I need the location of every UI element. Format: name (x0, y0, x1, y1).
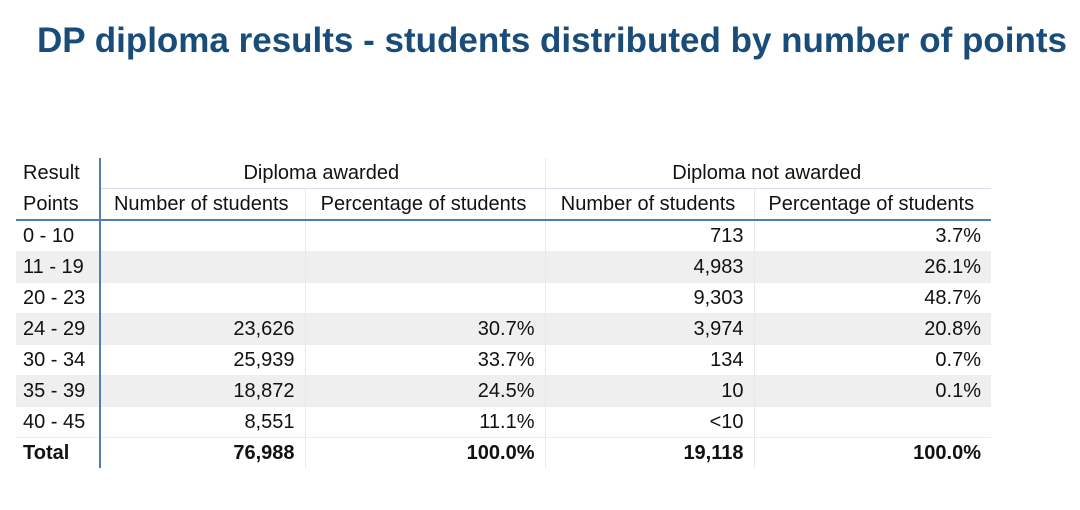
table-cell: 24.5% (304, 375, 546, 407)
table-cell: 4,983 (544, 251, 755, 283)
table-cell (100, 251, 305, 283)
table-cell: 10 (544, 375, 755, 407)
points-cell: 11 - 19 (16, 251, 101, 283)
table-cell: 48.7% (753, 282, 992, 314)
table-row: 40 - 45 8,551 11.1% <10 (16, 406, 992, 438)
table-row: 11 - 19 4,983 26.1% (16, 251, 992, 283)
results-table: Result Diploma awarded Diploma not award… (16, 158, 992, 468)
total-cell: 100.0% (304, 437, 546, 468)
table-row: 20 - 23 9,303 48.7% (16, 282, 992, 314)
table-cell: 18,872 (100, 375, 305, 407)
points-cell: 35 - 39 (16, 375, 101, 407)
points-cell: 40 - 45 (16, 406, 101, 438)
group-header-awarded: Diploma awarded (100, 158, 546, 189)
group-header-not-awarded: Diploma not awarded (544, 158, 992, 189)
table-cell: 9,303 (544, 282, 755, 314)
points-cell: 20 - 23 (16, 282, 101, 314)
table-cell: 26.1% (753, 251, 992, 283)
table-row: 35 - 39 18,872 24.5% 10 0.1% (16, 375, 992, 407)
column-header: Percentage of students (753, 188, 992, 220)
table-cell: 25,939 (100, 344, 305, 376)
table-row: 24 - 29 23,626 30.7% 3,974 20.8% (16, 313, 992, 345)
table-cell: 713 (544, 220, 755, 252)
table-cell (100, 282, 305, 314)
column-header-row: Points Number of students Percentage of … (16, 188, 992, 220)
table-cell: 20.8% (753, 313, 992, 345)
table-cell (753, 406, 992, 438)
table-cell (100, 220, 305, 252)
total-cell: 19,118 (544, 437, 755, 468)
table-cell (304, 251, 546, 283)
corner-result-label: Result (16, 158, 101, 189)
total-cell: 100.0% (753, 437, 992, 468)
table-cell (304, 282, 546, 314)
table-row: 30 - 34 25,939 33.7% 134 0.7% (16, 344, 992, 376)
table-cell: 3,974 (544, 313, 755, 345)
table-cell: 11.1% (304, 406, 546, 438)
table-cell: 30.7% (304, 313, 546, 345)
table-cell: 23,626 (100, 313, 305, 345)
corner-points-label: Points (16, 188, 101, 220)
table-cell: 33.7% (304, 344, 546, 376)
table-cell: 8,551 (100, 406, 305, 438)
column-header: Number of students (113, 193, 289, 215)
table-cell: 0.1% (753, 375, 992, 407)
table-cell: 3.7% (753, 220, 992, 252)
points-cell: 0 - 10 (16, 220, 101, 252)
total-cell: 76,988 (100, 437, 305, 468)
points-cell: 24 - 29 (16, 313, 101, 345)
table-cell (304, 220, 546, 252)
column-header: Percentage of students (304, 188, 546, 220)
column-header: Number of students (544, 188, 755, 220)
results-table-container: Result Diploma awarded Diploma not award… (16, 158, 992, 468)
table-row: 0 - 10 713 3.7% (16, 220, 992, 252)
total-label: Total (16, 437, 101, 468)
points-cell: 30 - 34 (16, 344, 101, 376)
group-header-row: Result Diploma awarded Diploma not award… (16, 158, 992, 189)
table-cell: 0.7% (753, 344, 992, 376)
table-cell: <10 (544, 406, 755, 438)
page-title: DP diploma results - students distribute… (37, 21, 1067, 60)
total-row: Total 76,988 100.0% 19,118 100.0% (16, 437, 992, 468)
table-cell: 134 (544, 344, 755, 376)
